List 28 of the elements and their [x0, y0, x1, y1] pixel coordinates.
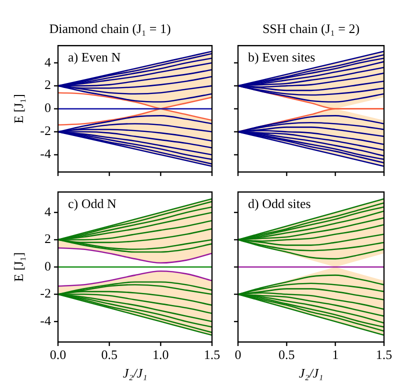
chart-title: Diamond chain (J₁ = 1): [49, 21, 171, 36]
y-tick-label: 4: [44, 204, 52, 219]
y-tick-label: -4: [40, 312, 52, 328]
annotation: a) Even N: [68, 50, 122, 65]
x-tick-label: 0.0: [50, 346, 66, 362]
x-tick-label: 1.0: [152, 346, 169, 362]
x-tick-label: 1.5: [204, 346, 220, 362]
x-axis-title: J₂/J₁: [298, 366, 324, 381]
x-tick-label: 0.5: [101, 346, 118, 362]
y-tick-label: 4: [44, 54, 52, 70]
x-tick-label: 1.5: [376, 346, 392, 362]
x-tick-label: 0: [234, 346, 242, 362]
y-tick-label: 2: [44, 77, 51, 92]
annotation: d) Odd sites: [248, 196, 311, 211]
y-tick-label: -4: [40, 146, 52, 162]
y-tick-label: 0: [44, 100, 51, 116]
y-axis-title: E [J₁]: [11, 94, 26, 124]
x-tick-label: 0.5: [278, 346, 295, 362]
y-tick-label: -2: [40, 286, 51, 301]
chart-title: SSH chain (J₁ = 2): [262, 21, 360, 36]
annotation: c) Odd N: [68, 196, 117, 211]
x-axis-title: J₂/J₁: [122, 366, 148, 381]
y-tick-label: -2: [40, 123, 51, 138]
annotation: b) Even sites: [248, 50, 316, 65]
y-tick-label: 0: [44, 258, 51, 274]
y-axis-title: E [J₁]: [11, 252, 26, 282]
x-tick-label: 1: [332, 346, 339, 362]
y-tick-label: 2: [44, 231, 51, 246]
